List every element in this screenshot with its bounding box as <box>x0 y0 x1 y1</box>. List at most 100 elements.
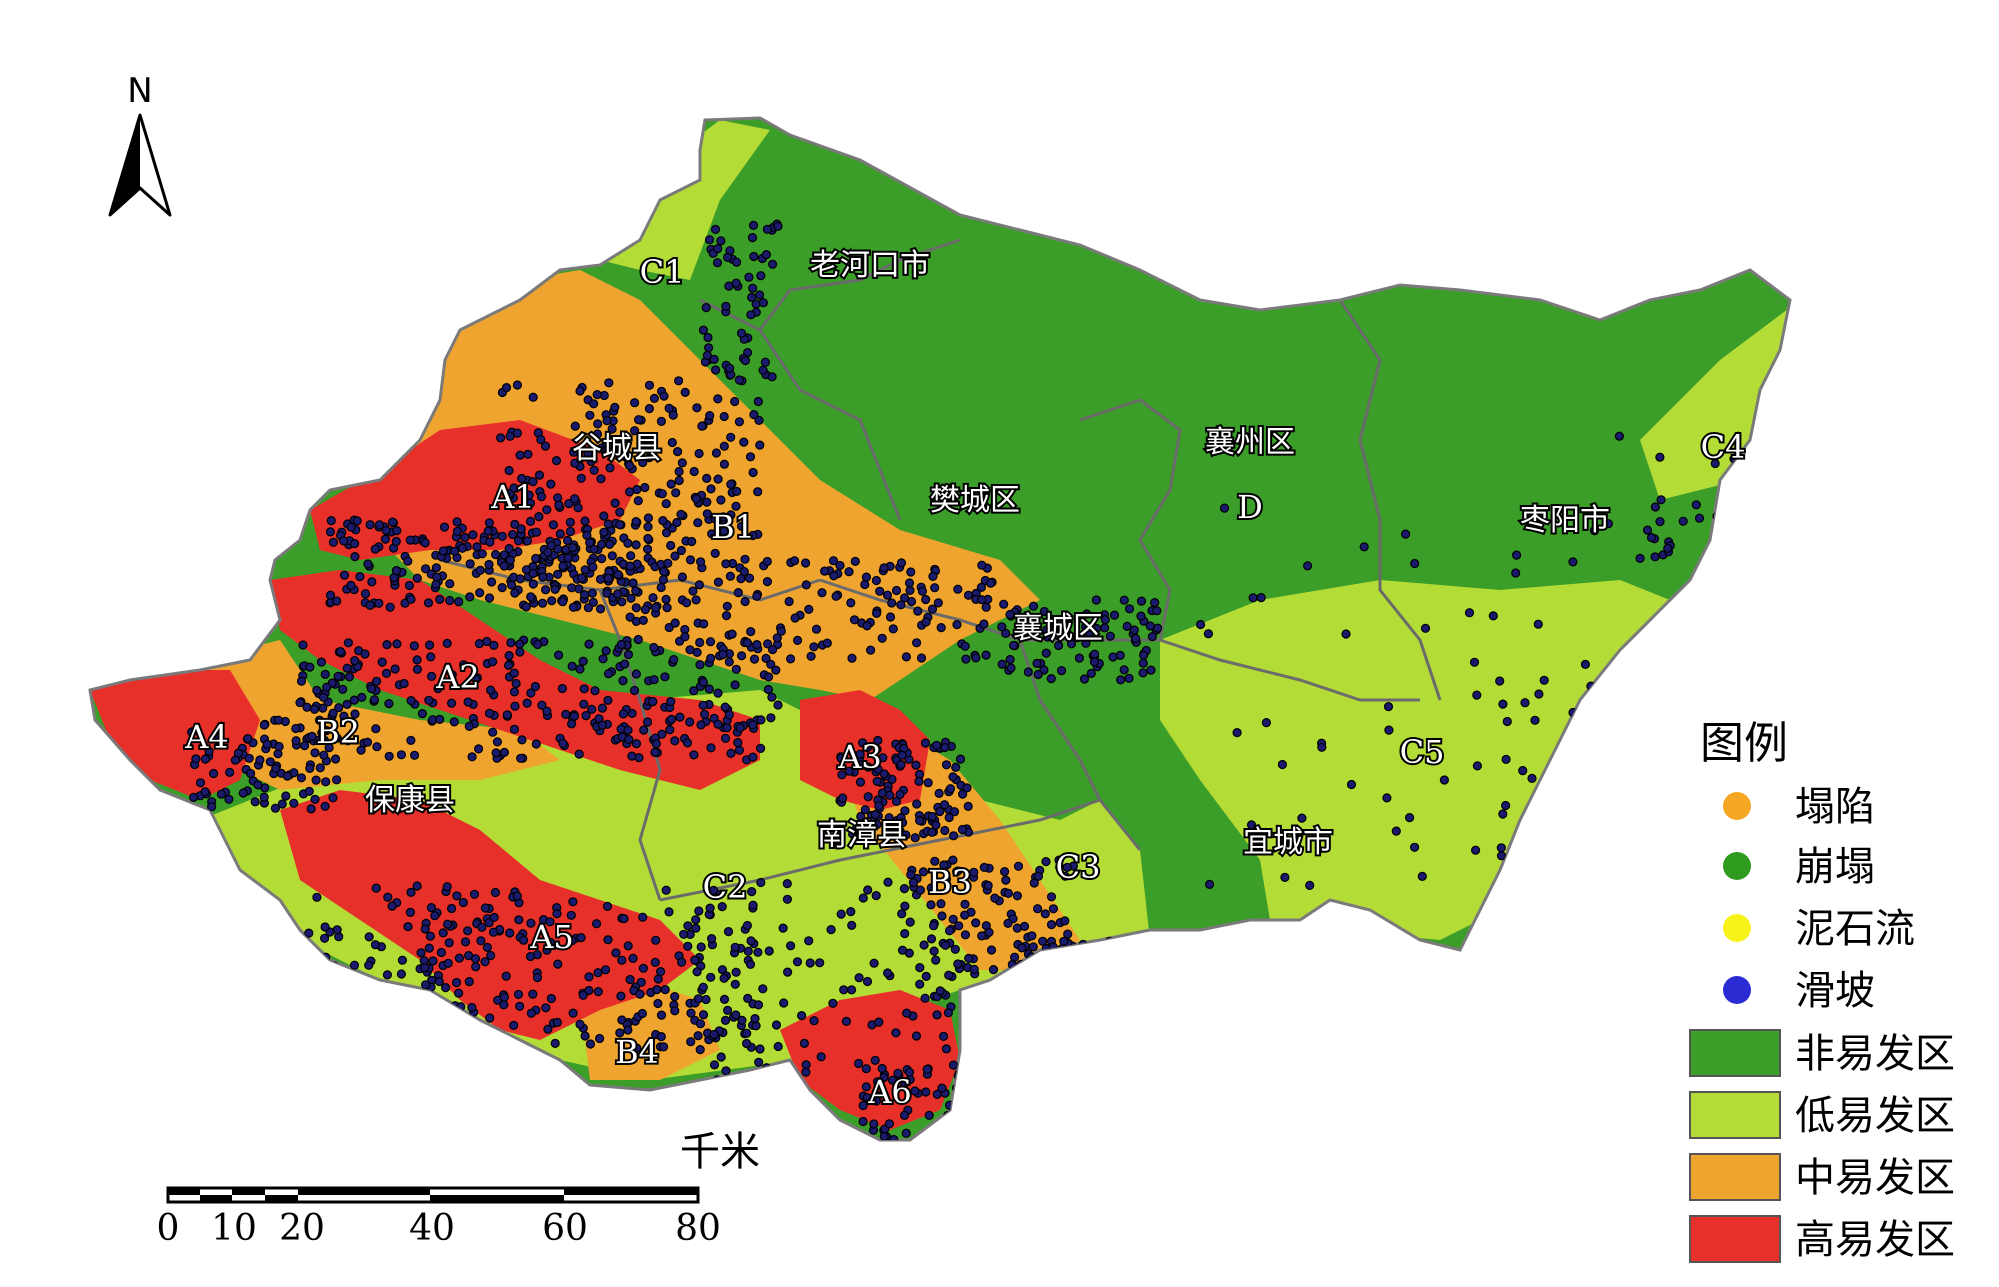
hazard-point <box>579 699 589 709</box>
hazard-point <box>764 946 774 956</box>
hazard-point <box>339 536 349 546</box>
hazard-point <box>718 649 728 660</box>
hazard-point <box>1391 826 1401 836</box>
hazard-point <box>508 1040 519 1050</box>
hazard-point <box>937 1083 947 1093</box>
hazard-point <box>309 704 320 714</box>
hazard-point <box>897 750 907 760</box>
hazard-point <box>602 588 612 598</box>
hazard-point <box>1123 991 1133 1001</box>
hazard-point <box>328 793 338 803</box>
hazard-point <box>601 438 611 448</box>
hazard-point <box>955 1106 965 1116</box>
hazard-point <box>731 664 741 674</box>
hazard-point <box>1065 946 1076 956</box>
hazard-point <box>836 753 846 763</box>
hazard-point <box>910 1086 920 1096</box>
hazard-point <box>505 928 515 938</box>
hazard-point <box>1089 657 1100 667</box>
hazard-point <box>1083 953 1094 964</box>
hazard-point <box>745 452 756 462</box>
hazard-point <box>1203 629 1214 639</box>
hazard-point <box>1417 871 1427 882</box>
hazard-point <box>846 906 856 917</box>
hazard-point <box>971 1114 982 1124</box>
hazard-point <box>899 1110 910 1121</box>
hazard-point <box>384 698 394 709</box>
hazard-point <box>785 654 796 664</box>
hazard-point <box>545 937 556 948</box>
hazard-point <box>476 936 486 946</box>
hazard-point <box>1013 861 1024 871</box>
hazard-point <box>633 496 643 506</box>
hazard-point <box>989 1159 997 1167</box>
hazard-point <box>920 993 930 1003</box>
hazard-point <box>631 586 641 596</box>
hazard-point <box>1038 936 1048 946</box>
hazard-point <box>713 719 723 729</box>
hazard-point <box>451 977 462 988</box>
hazard-point <box>879 1131 889 1140</box>
hazard-point <box>699 619 709 629</box>
hazard-point <box>954 1161 962 1169</box>
hazard-point <box>1105 631 1115 641</box>
hazard-point <box>243 733 253 744</box>
hazard-point <box>1136 611 1146 621</box>
hazard-point <box>676 509 686 520</box>
zone-label-b4: B4 <box>615 1033 659 1071</box>
hazard-point <box>616 639 627 650</box>
hazard-point <box>1470 845 1481 855</box>
hazard-point <box>645 435 655 445</box>
hazard-point <box>873 735 883 746</box>
hazard-point <box>690 955 700 965</box>
hazard-point <box>740 596 750 607</box>
hazard-point <box>1619 754 1629 764</box>
hazard-point <box>1107 994 1118 1004</box>
hazard-point <box>687 536 697 547</box>
hazard-point <box>736 328 747 338</box>
hazard-point <box>721 559 731 569</box>
hazard-point <box>1708 793 1718 803</box>
hazard-point <box>899 593 910 603</box>
hazard-point <box>957 824 968 835</box>
hazard-point <box>1746 813 1757 823</box>
hazard-point <box>889 1142 897 1150</box>
hazard-point <box>415 1008 425 1018</box>
hazard-point <box>746 626 756 637</box>
hazard-point <box>667 437 677 448</box>
hazard-point <box>1745 450 1756 460</box>
hazard-point <box>350 551 360 562</box>
hazard-point <box>381 668 392 678</box>
hazard-point <box>659 391 669 401</box>
hazard-point <box>985 1069 995 1079</box>
hazard-point <box>618 709 629 719</box>
hazard-point <box>470 954 481 964</box>
hazard-point <box>338 684 348 695</box>
hazard-point <box>531 527 542 537</box>
hazard-point <box>518 935 529 945</box>
hazard-point <box>638 457 648 468</box>
hazard-point <box>1195 619 1206 630</box>
hazard-point <box>715 889 726 899</box>
hazard-point <box>438 928 448 938</box>
hazard-point <box>883 877 893 887</box>
hazard-point <box>435 714 445 725</box>
hazard-point <box>888 624 898 634</box>
hazard-point <box>565 526 576 537</box>
hazard-point <box>1694 513 1705 523</box>
hazard-point <box>1114 991 1124 1002</box>
hazard-point <box>443 1033 453 1043</box>
hazard-point <box>666 540 676 551</box>
hazard-point <box>443 919 453 929</box>
hazard-point <box>525 951 536 962</box>
hazard-point <box>1089 955 1100 965</box>
hazard-point <box>372 676 382 686</box>
hazard-point <box>1032 904 1043 914</box>
hazard-point <box>597 553 607 564</box>
hazard-point <box>686 1037 696 1047</box>
hazard-point <box>756 877 766 888</box>
hazard-point <box>445 579 455 589</box>
hazard-point <box>745 959 756 970</box>
hazard-point <box>623 649 634 660</box>
hazard-point <box>1775 695 1786 706</box>
